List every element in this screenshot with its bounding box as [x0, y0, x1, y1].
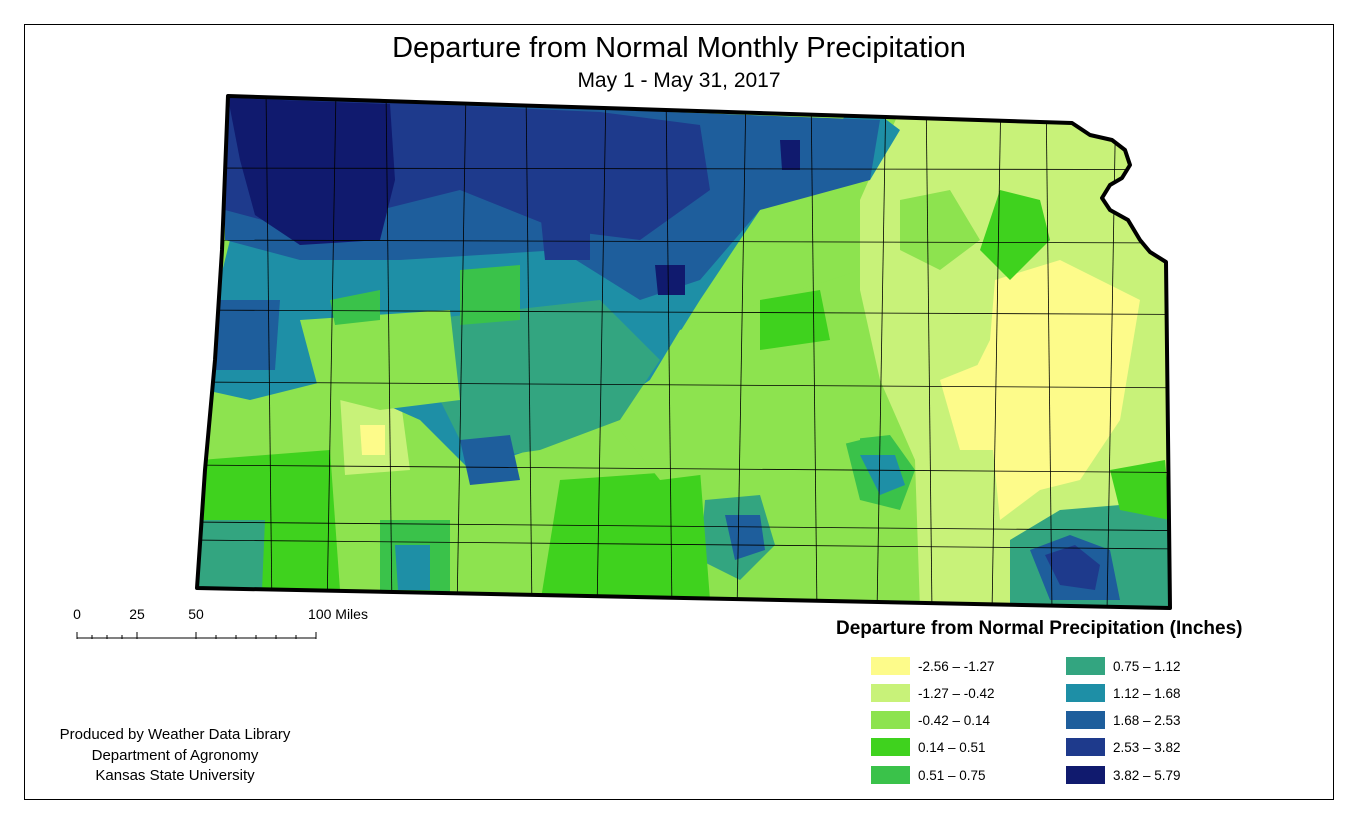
scale-label-0: 0 — [73, 606, 81, 622]
zone-sc-blue — [725, 515, 765, 560]
legend-swatch — [1066, 766, 1105, 784]
zone-sw-teal — [197, 520, 265, 590]
legend-swatch — [871, 711, 910, 729]
county-line — [326, 96, 337, 608]
county-line — [197, 539, 1170, 550]
county-line — [991, 96, 1002, 608]
county-line — [1106, 96, 1117, 608]
legend-item: 3.82 – 5.79 — [1066, 765, 1181, 785]
county-line — [456, 96, 467, 608]
credits-line-1: Produced by Weather Data Library — [59, 726, 291, 743]
legend-item: 1.12 – 1.68 — [1066, 683, 1181, 703]
map-frame — [24, 24, 1334, 800]
legend-item: -2.56 – -1.27 — [871, 656, 995, 676]
legend-swatch — [871, 766, 910, 784]
zone-west-blue — [212, 300, 280, 370]
legend-item: 1.68 – 2.53 — [1066, 710, 1181, 730]
map-subtitle: May 1 - May 31, 2017 — [577, 69, 781, 92]
legend-title: Departure from Normal Precipitation (Inc… — [836, 618, 1243, 639]
zone-nw-darkest — [228, 98, 395, 245]
county-line — [265, 96, 273, 608]
scale-label-50: 50 — [188, 606, 204, 622]
scale-bar-graphic — [76, 632, 317, 639]
scale-label-25: 25 — [129, 606, 145, 622]
legend-item: -1.27 – -0.42 — [871, 683, 995, 703]
zone-ne-green — [980, 190, 1050, 280]
legend-item: 0.14 – 0.51 — [871, 737, 986, 757]
legend-label: 3.82 – 5.79 — [1113, 767, 1181, 783]
legend-swatch — [1066, 711, 1105, 729]
zone-wc-spot2 — [460, 265, 520, 325]
zone-central-blue-spot — [460, 435, 520, 485]
county-line — [525, 96, 533, 608]
county-line — [665, 96, 673, 608]
legend-swatch — [1066, 684, 1105, 702]
zone-wc-green — [300, 310, 460, 410]
legend-label: 0.51 – 0.75 — [918, 767, 986, 783]
legend-label: 2.53 – 3.82 — [1113, 739, 1181, 755]
zone-north-spot2 — [655, 265, 685, 295]
county-line — [596, 96, 607, 608]
legend-item: 2.53 – 3.82 — [1066, 737, 1181, 757]
scale-bar: 0 25 50 100 Miles — [60, 600, 400, 660]
zone-se-green — [1110, 460, 1170, 520]
zone-ne-mid — [900, 190, 980, 270]
zone-s-teal — [395, 545, 430, 590]
county-line — [810, 96, 818, 608]
credits-line-2: Department of Agronomy — [91, 746, 259, 764]
county-line — [197, 309, 1170, 315]
county-line — [736, 96, 747, 608]
legend-swatch — [871, 657, 910, 675]
legend-swatch — [1066, 657, 1105, 675]
legend-item: -0.42 – 0.14 — [871, 710, 990, 730]
legend-item: 0.51 – 0.75 — [871, 765, 986, 785]
zone-north-spot — [540, 210, 590, 260]
legend-label: -2.56 – -1.27 — [918, 658, 995, 674]
county-line — [197, 239, 1170, 244]
zone-east-yellow — [960, 260, 1140, 520]
county-line — [197, 167, 1170, 170]
county-line — [1045, 96, 1053, 608]
legend-label: -1.27 – -0.42 — [918, 685, 995, 701]
legend-item: 0.75 – 1.12 — [1066, 656, 1181, 676]
scale-label-100: 100 Miles — [308, 606, 368, 622]
county-line — [197, 381, 1170, 389]
legend-swatch — [871, 738, 910, 756]
zone-s-green — [540, 470, 710, 605]
legend-swatch — [1066, 738, 1105, 756]
county-boundaries — [197, 96, 1170, 608]
zone-east-yellow-2 — [940, 360, 995, 450]
county-line — [385, 96, 393, 608]
legend-label: 1.68 – 2.53 — [1113, 712, 1181, 728]
zone-c-green2 — [760, 290, 830, 350]
legend-label: 1.12 – 1.68 — [1113, 685, 1181, 701]
precipitation-field — [197, 96, 1170, 608]
zone-wc-spot — [330, 290, 380, 325]
credits: Produced by Weather Data Library Departm… — [30, 725, 320, 787]
zone-ec-teal — [860, 455, 905, 495]
legend-label: 0.75 – 1.12 — [1113, 658, 1181, 674]
legend-label: -0.42 – 0.14 — [918, 712, 991, 728]
county-line — [876, 96, 887, 608]
legend-label: 0.14 – 0.51 — [918, 739, 986, 755]
kansas-state-outline — [195, 94, 1172, 610]
map-title: Departure from Normal Monthly Precipitat… — [392, 32, 966, 64]
credits-line-3: Kansas State University — [95, 767, 255, 784]
zone-se-darkblue — [1045, 545, 1100, 590]
legend-swatch — [871, 684, 910, 702]
county-line — [197, 464, 1170, 473]
county-line — [925, 96, 933, 608]
zone-north-spot3 — [780, 140, 800, 170]
zone-w-yellow — [360, 425, 385, 455]
county-line — [197, 521, 1170, 532]
